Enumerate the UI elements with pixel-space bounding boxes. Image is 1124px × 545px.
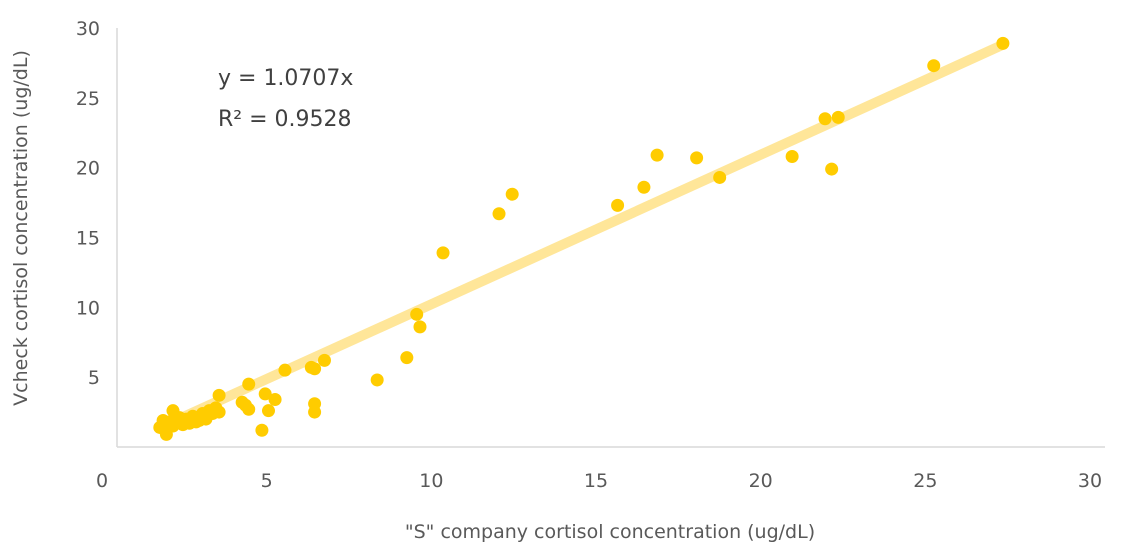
x-tick-label: 0 <box>96 470 108 492</box>
data-point <box>278 363 292 377</box>
data-point <box>255 423 269 437</box>
y-tick-label: 20 <box>76 158 100 180</box>
y-axis-title: Vcheck cortisol concentration (ug/dL) <box>10 50 32 406</box>
data-point <box>713 170 727 184</box>
x-tick-label: 20 <box>749 470 773 492</box>
data-point <box>505 187 519 201</box>
data-point <box>242 402 256 416</box>
x-tick-label: 30 <box>1078 470 1102 492</box>
r-squared-label: R² = 0.9528 <box>218 107 352 132</box>
x-tick-label: 15 <box>584 470 608 492</box>
x-tick-label: 25 <box>913 470 937 492</box>
y-tick-label: 10 <box>76 297 100 319</box>
data-point <box>308 362 322 376</box>
x-axis-title: "S" company cortisol concentration (ug/d… <box>405 521 815 543</box>
data-point <box>242 377 256 391</box>
data-point <box>611 198 625 212</box>
data-point <box>637 180 651 194</box>
data-point <box>413 320 427 334</box>
data-point <box>785 149 799 163</box>
data-point <box>261 404 275 418</box>
data-point <box>317 353 331 367</box>
data-point <box>268 393 282 407</box>
data-point <box>212 405 226 419</box>
data-point <box>690 151 704 165</box>
data-point <box>825 162 839 176</box>
data-point <box>492 207 506 221</box>
trendline <box>157 40 1005 433</box>
y-tick-label: 30 <box>76 18 100 40</box>
data-point <box>370 373 384 387</box>
y-tick-labels: 5 10 15 20 25 30 <box>76 18 100 389</box>
data-point <box>308 405 322 419</box>
y-tick-label: 15 <box>76 228 100 250</box>
data-point <box>927 59 941 73</box>
data-point <box>818 112 832 126</box>
data-point <box>831 110 845 124</box>
axes <box>116 28 1105 448</box>
data-point <box>650 148 664 162</box>
data-point <box>996 36 1010 50</box>
data-point <box>400 351 414 365</box>
x-tick-labels: 0 5 10 15 20 25 30 <box>96 470 1102 492</box>
trendline-equation: y = 1.0707x <box>218 66 353 91</box>
y-tick-label: 5 <box>88 367 100 389</box>
data-point <box>410 307 424 321</box>
data-point <box>212 388 226 402</box>
data-point <box>436 246 450 260</box>
data-points <box>153 36 1010 441</box>
x-tick-label: 5 <box>261 470 273 492</box>
x-tick-label: 10 <box>419 470 443 492</box>
y-tick-label: 25 <box>76 88 100 110</box>
data-point <box>258 387 272 401</box>
